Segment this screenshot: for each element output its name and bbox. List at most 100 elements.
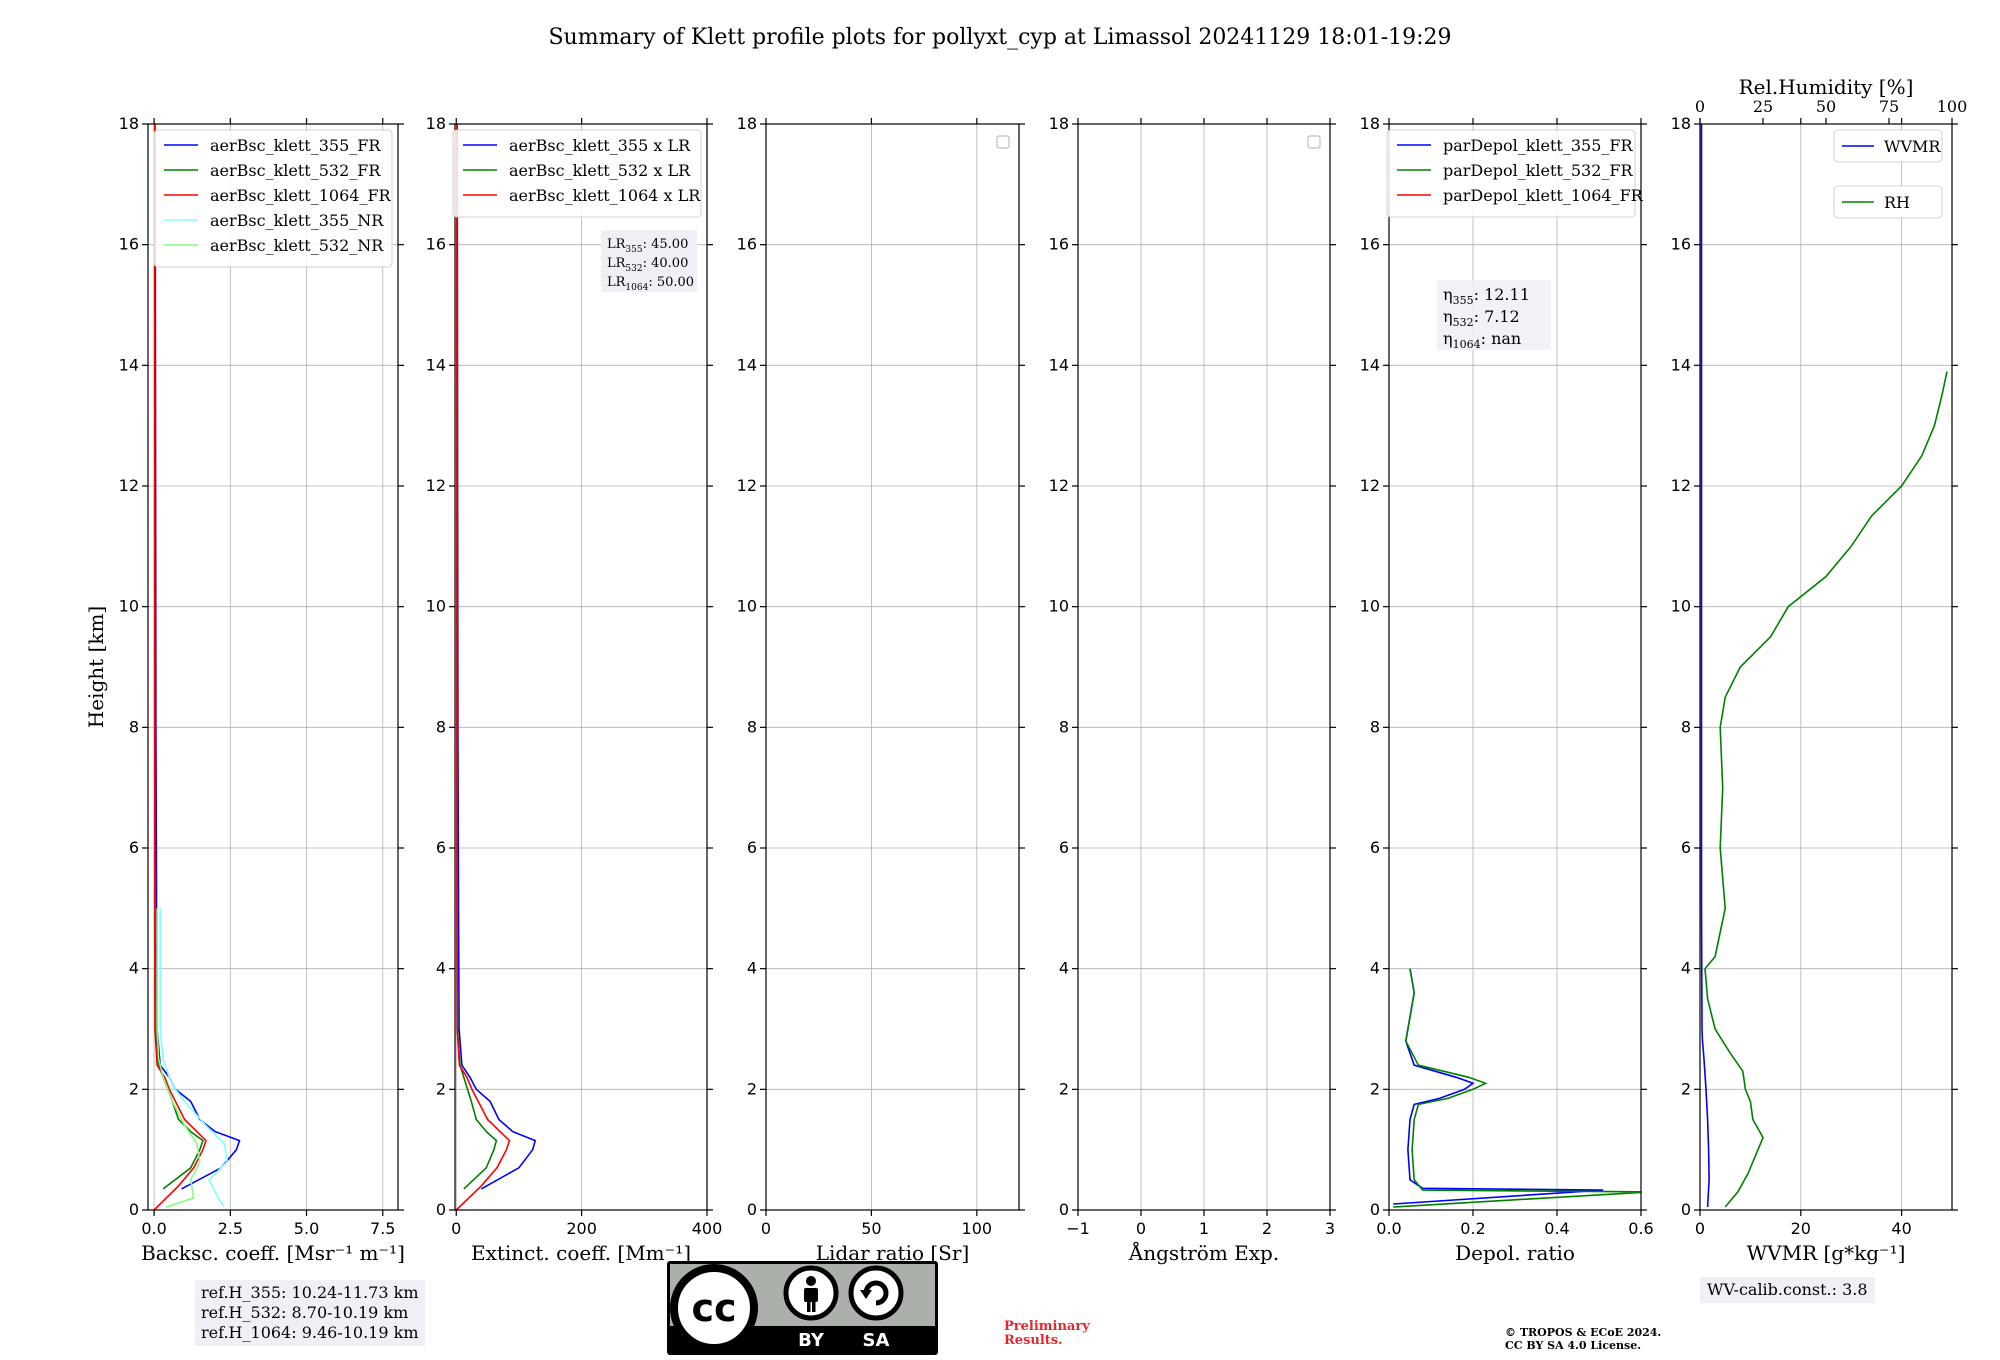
copyright-line-2: CC BY SA 4.0 License. — [1505, 1339, 1642, 1352]
cc-icon: cc — [670, 1264, 758, 1352]
x-tick-label: 100 — [962, 1219, 993, 1238]
x-tick-label: 40 — [1891, 1219, 1911, 1238]
y-tick-label: 0 — [1681, 1200, 1691, 1219]
x-tick-label: 400 — [692, 1219, 723, 1238]
series-RH — [1704, 371, 1948, 1208]
legend-label: aerBsc_klett_532_FR — [210, 161, 381, 180]
legend-label: aerBsc_klett_532 x LR — [509, 161, 691, 180]
y-tick-label: 14 — [1360, 355, 1380, 374]
figure-title: Summary of Klett profile plots for polly… — [548, 25, 1451, 50]
y-tick-label: 16 — [1049, 235, 1069, 254]
legend-box — [1833, 129, 1943, 163]
series-aerBsc_klett_355_NR — [159, 908, 229, 1208]
x2-tick-label: 0 — [1695, 97, 1705, 116]
y-tick-label: 14 — [1671, 355, 1691, 374]
lr-annotation-base: LR — [607, 256, 627, 271]
reference-heights-box: ref.H_355: 10.24-11.73 km ref.H_532: 8.7… — [195, 1280, 425, 1346]
legend-depol: parDepol_klett_355_FR parDepol_klett_532_… — [1386, 129, 1644, 218]
y-tick-label: 12 — [1360, 476, 1380, 495]
y-tick-label: 4 — [1370, 959, 1380, 978]
lr-annotation-base: LR — [607, 275, 627, 290]
eta-annotation-value: : 12.11 — [1474, 285, 1530, 304]
x2-axis-label: Rel.Humidity [%] — [1739, 75, 1914, 99]
legend-RH: RH — [1833, 185, 1943, 219]
x-tick-label: 0 — [1136, 1219, 1146, 1238]
y-tick-label: 18 — [737, 114, 757, 133]
y-tick-label: 8 — [436, 717, 446, 736]
series-aerBsc_klett_355 x LR — [456, 124, 537, 1190]
person-icon — [783, 1265, 839, 1321]
x2-tick-label: 75 — [1879, 97, 1899, 116]
ref-height-1064: ref.H_1064: 9.46-10.19 km — [201, 1323, 419, 1342]
x-axis-label: WVMR [g*kg⁻¹] — [1747, 1241, 1906, 1265]
x-tick-label: 0.0 — [1376, 1219, 1401, 1238]
axes-frame — [147, 123, 399, 1211]
preliminary-note: Preliminary Results. — [1004, 1320, 1090, 1348]
x-axis-label: Extinct. coeff. [Mm⁻¹] — [471, 1241, 691, 1265]
series-parDepol_klett_532_FR — [1393, 968, 1641, 1208]
lr-annotation: LR532: 40.00 — [607, 256, 688, 274]
eta-annotation-base: η — [1443, 285, 1453, 304]
x2-tick-label: 50 — [1816, 97, 1836, 116]
y-tick-label: 14 — [119, 355, 139, 374]
y-tick-label: 2 — [1059, 1079, 1069, 1098]
x-tick-label: 0.2 — [1460, 1219, 1485, 1238]
y-tick-label: 16 — [1671, 235, 1691, 254]
x-axis-label: Depol. ratio — [1455, 1241, 1575, 1265]
y-tick-label: 8 — [1681, 717, 1691, 736]
y-tick-label: 12 — [426, 476, 446, 495]
lr-annotation-value: : 50.00 — [648, 275, 694, 290]
copyright-note: © TROPOS & ECoE 2024. CC BY SA 4.0 Licen… — [1505, 1326, 1661, 1352]
legend-label: parDepol_klett_1064_FR — [1443, 186, 1644, 205]
y-tick-label: 8 — [1370, 717, 1380, 736]
legend-label: parDepol_klett_532_FR — [1443, 161, 1634, 180]
eta-annotation-sub: 355 — [1453, 294, 1474, 307]
sa-text: SA — [863, 1330, 890, 1351]
y-tick-label: 10 — [737, 597, 757, 616]
y-tick-label: 10 — [1360, 597, 1380, 616]
series-aerBsc_klett_532_FR — [153, 124, 204, 1190]
y-tick-label: 12 — [119, 476, 139, 495]
y-tick-label: 16 — [1360, 235, 1380, 254]
legend-box — [1833, 185, 1943, 219]
legend-extinction: aerBsc_klett_355 x LR aerBsc_klett_532 x … — [452, 129, 702, 218]
cc-by-sa-logo: cc BY SA — [667, 1261, 938, 1355]
series-group — [1700, 124, 1948, 1208]
x-tick-label: 3 — [1325, 1219, 1335, 1238]
y-tick-label: 0 — [436, 1200, 446, 1219]
y-tick-label: 4 — [436, 959, 446, 978]
y-tick-label: 18 — [426, 114, 446, 133]
legend-label: aerBsc_klett_355 x LR — [509, 136, 691, 155]
x-tick-label: 200 — [566, 1219, 597, 1238]
cc-text: cc — [691, 1286, 736, 1330]
legend-backscatter: aerBsc_klett_355_FR aerBsc_klett_532_FRae… — [153, 129, 393, 268]
y-tick-label: 2 — [129, 1079, 139, 1098]
preliminary-line-1: Preliminary — [1004, 1319, 1090, 1334]
eta-annotation-sub: 1064 — [1453, 338, 1481, 351]
series-WVMR — [1700, 124, 1710, 1208]
legend-label: aerBsc_klett_355_FR — [210, 136, 381, 155]
legend-label: WVMR — [1884, 137, 1941, 156]
x-axis-label: Backsc. coeff. [Msr⁻¹ m⁻¹] — [141, 1241, 405, 1265]
y-tick-label: 0 — [1059, 1200, 1069, 1219]
legend-label: aerBsc_klett_355_NR — [210, 211, 384, 230]
y-tick-label: 8 — [1059, 717, 1069, 736]
x-tick-label: 0 — [1695, 1219, 1705, 1238]
series-group — [153, 124, 241, 1210]
eta-annotation: η355: 12.11 — [1443, 285, 1530, 307]
y-tick-label: 18 — [1049, 114, 1069, 133]
axes-frame — [454, 123, 708, 1211]
y-tick-label: 14 — [426, 355, 446, 374]
lr-annotation-sub: 532 — [625, 264, 642, 274]
y-tick-label: 0 — [129, 1200, 139, 1219]
y-tick-label: 16 — [737, 235, 757, 254]
y-tick-label: 8 — [129, 717, 139, 736]
x-tick-label: 20 — [1791, 1219, 1811, 1238]
axes-frame — [1699, 123, 1953, 1211]
x-tick-label: −1 — [1066, 1219, 1090, 1238]
y-tick-label: 10 — [426, 597, 446, 616]
copyright-line-1: © TROPOS & ECoE 2024. — [1505, 1326, 1662, 1339]
series-group — [1393, 968, 1641, 1208]
ref-height-532: ref.H_532: 8.70-10.19 km — [201, 1303, 409, 1322]
